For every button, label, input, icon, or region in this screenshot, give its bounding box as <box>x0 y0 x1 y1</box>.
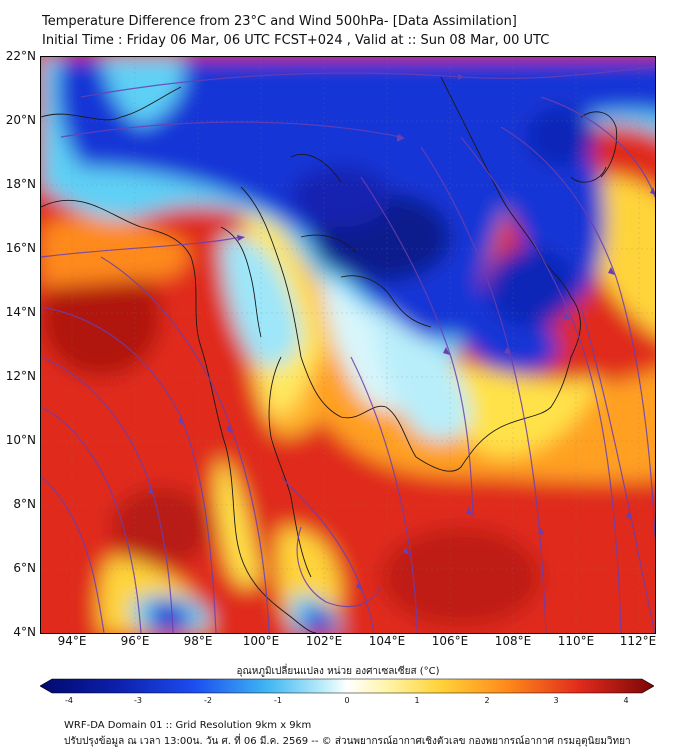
chart-title: Temperature Difference from 23°C and Win… <box>42 12 549 50</box>
y-tick-label: 12°N <box>5 369 36 383</box>
y-tick-label: 6°N <box>13 561 36 575</box>
title-line-2: Initial Time : Friday 06 Mar, 06 UTC FCS… <box>42 33 550 48</box>
y-tick-label: 22°N <box>5 49 36 63</box>
colorbar-label: -2 <box>204 696 212 705</box>
colorbar-gradient <box>39 678 655 694</box>
x-tick-label: 96°E <box>120 634 150 648</box>
colorbar-label: 0 <box>344 696 350 705</box>
x-tick-label: 102°E <box>305 634 343 648</box>
wind-streamlines <box>41 66 655 633</box>
y-tick-label: 4°N <box>13 625 36 639</box>
x-tick-label: 106°E <box>431 634 469 648</box>
colorbar-label: -4 <box>65 696 73 705</box>
x-tick-label: 112°E <box>619 634 657 648</box>
y-tick-label: 14°N <box>5 305 36 319</box>
country-borders <box>41 76 618 633</box>
colorbar-label: -1 <box>274 696 282 705</box>
x-tick-label: 104°E <box>368 634 406 648</box>
temperature-map <box>40 56 656 634</box>
title-line-1: Temperature Difference from 23°C and Win… <box>42 14 517 29</box>
x-tick-label: 108°E <box>494 634 532 648</box>
map-canvas <box>41 57 655 633</box>
y-tick-label: 8°N <box>13 497 36 511</box>
colorbar <box>39 678 655 694</box>
wind-arrows <box>148 135 655 590</box>
y-tick-label: 10°N <box>5 433 36 447</box>
colorbar-label: 1 <box>414 696 420 705</box>
y-tick-label: 20°N <box>5 113 36 127</box>
temperature-field <box>41 57 655 633</box>
colorbar-title: อุณหภูมิเปลี่ยนแปลง หน่วย องศาเซลเซียส (… <box>236 666 440 677</box>
y-tick-label: 16°N <box>5 241 36 255</box>
footer-line-1: WRF-DA Domain 01 :: Grid Resolution 9km … <box>64 720 312 731</box>
colorbar-label: 4 <box>623 696 629 705</box>
gridlines <box>41 57 655 633</box>
x-tick-label: 110°E <box>557 634 595 648</box>
colorbar-label: 3 <box>553 696 559 705</box>
y-tick-label: 18°N <box>5 177 36 191</box>
x-tick-label: 94°E <box>57 634 87 648</box>
colorbar-label: -3 <box>134 696 142 705</box>
x-tick-label: 98°E <box>183 634 213 648</box>
footer-line-2: ปรับปรุงข้อมูล ณ เวลา 13:00น. วัน ศ. ที่… <box>64 736 631 747</box>
colorbar-label: 2 <box>484 696 490 705</box>
x-tick-label: 100°E <box>242 634 280 648</box>
